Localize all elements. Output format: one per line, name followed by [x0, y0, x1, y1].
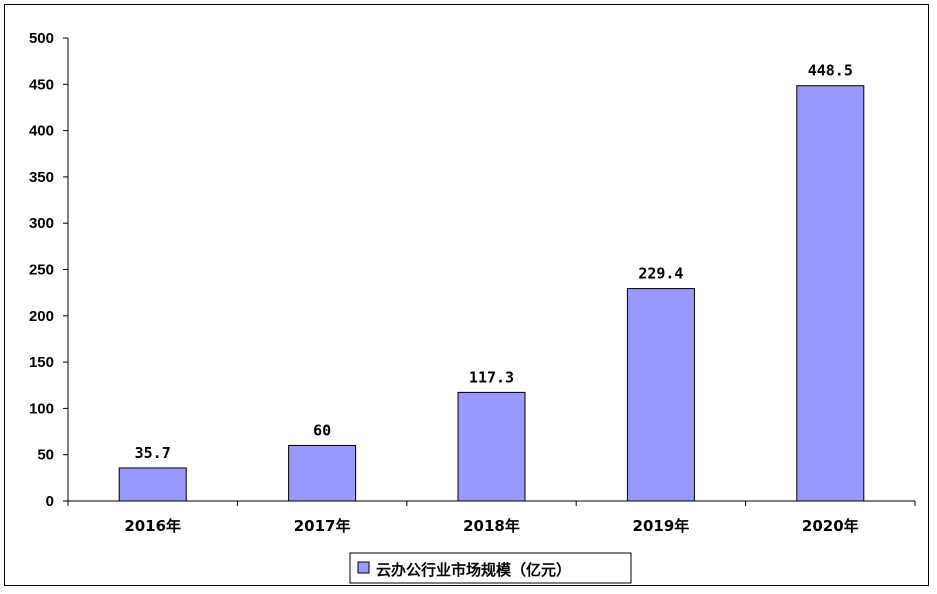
bar — [288, 444, 357, 502]
y-axis: 0 50 100 150 200 250 300 350 400 450 500 — [29, 30, 69, 510]
y-tick-label: 250 — [29, 262, 54, 279]
legend: 云办公行业市场规模（亿元） — [349, 552, 632, 584]
bar — [118, 467, 187, 502]
bars: 35.7 60 117.3 229.4 448.5 — [118, 62, 865, 502]
data-label: 229.4 — [638, 265, 683, 283]
bar — [796, 85, 865, 502]
data-label: 117.3 — [469, 368, 514, 386]
x-category-label: 2020年 — [802, 517, 859, 535]
x-category-label: 2019年 — [633, 517, 690, 535]
y-tick-label: 400 — [29, 123, 54, 140]
y-tick-label: 200 — [29, 308, 54, 325]
data-label: 35.7 — [135, 444, 171, 462]
data-label: 448.5 — [808, 62, 853, 80]
data-label: 60 — [313, 421, 331, 439]
legend-swatch — [357, 561, 370, 574]
x-category-label: 2016年 — [124, 517, 181, 535]
y-tick-label: 300 — [29, 215, 54, 232]
y-tick-label: 150 — [29, 354, 54, 371]
y-tick-label: 350 — [29, 169, 54, 186]
legend-box — [349, 552, 632, 584]
x-axis: 2016年 2017年 2018年 2019年 2020年 — [67, 500, 916, 535]
y-tick-label: 500 — [29, 30, 54, 47]
bar — [626, 288, 695, 502]
x-category-label: 2017年 — [294, 517, 351, 535]
x-category-label: 2018年 — [463, 517, 520, 535]
y-tick-label: 50 — [37, 447, 54, 464]
y-tick-label: 0 — [46, 493, 54, 510]
bar — [457, 391, 526, 502]
legend-label: 云办公行业市场规模（亿元） — [376, 561, 571, 579]
y-tick-label: 450 — [29, 76, 54, 93]
y-tick-label: 100 — [29, 400, 54, 417]
